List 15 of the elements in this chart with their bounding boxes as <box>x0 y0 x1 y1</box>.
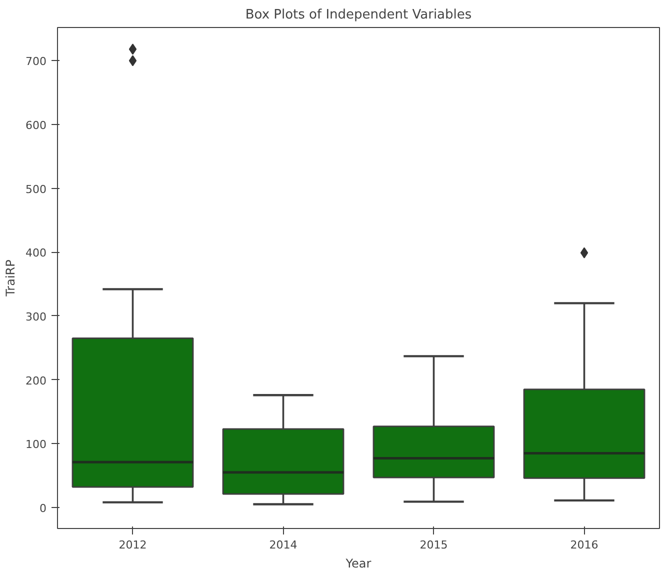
y-tick-label: 200 <box>26 374 47 388</box>
x-tick-label: 2015 <box>420 538 448 552</box>
y-tick-label: 100 <box>26 438 47 452</box>
y-tick-label: 300 <box>26 310 47 324</box>
x-tick-label: 2016 <box>570 538 598 552</box>
x-tick-label: 2012 <box>118 538 147 552</box>
y-axis-title: TraiRP <box>4 260 18 298</box>
chart-title: Box Plots of Independent Variables <box>245 8 472 22</box>
y-tick-label: 500 <box>26 182 47 196</box>
y-tick-label: 600 <box>26 119 47 132</box>
y-tick-label: 0 <box>40 502 46 515</box>
y-tick-label: 400 <box>26 246 47 260</box>
x-axis-title: Year <box>344 556 372 570</box>
x-tick-label: 2014 <box>269 538 298 552</box>
y-tick-label: 700 <box>26 55 47 68</box>
